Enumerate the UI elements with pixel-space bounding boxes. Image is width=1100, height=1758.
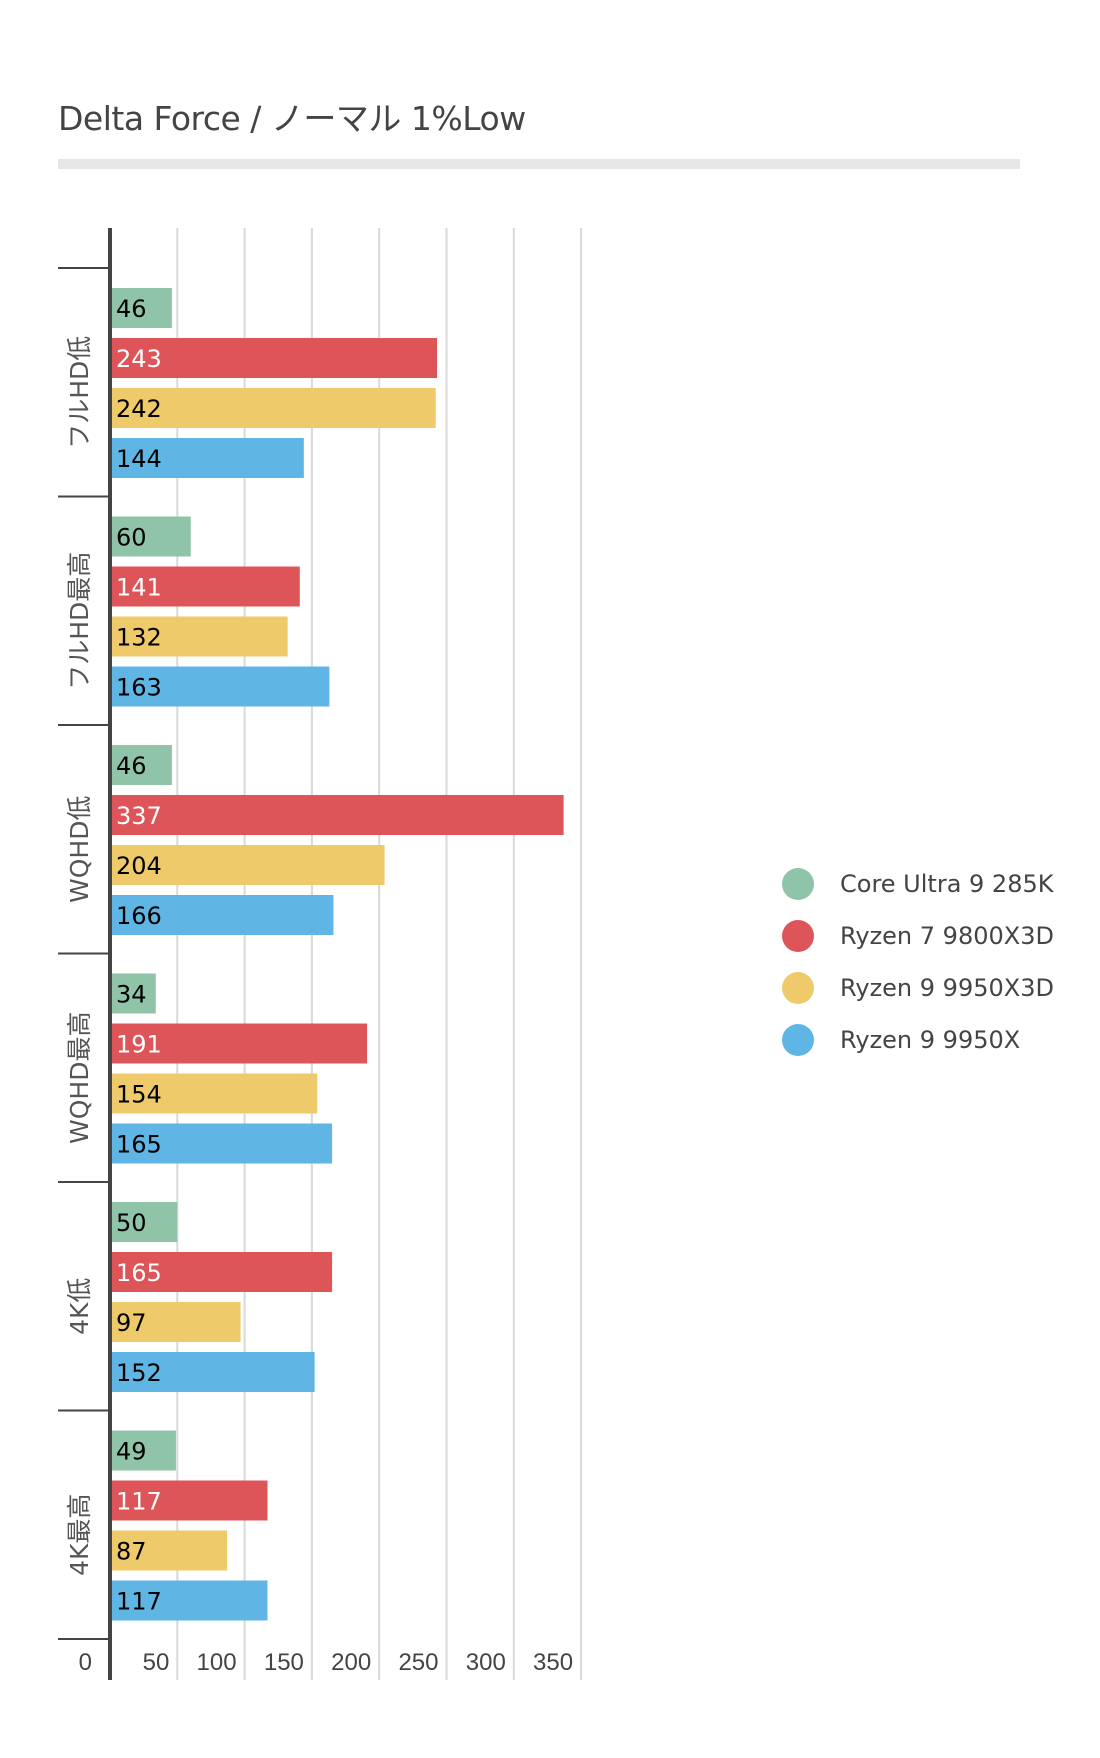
category-label: フルHD低 xyxy=(65,336,94,449)
bar xyxy=(110,1023,368,1064)
bar-value-label: 166 xyxy=(116,902,162,930)
bar-value-label: 165 xyxy=(116,1259,162,1287)
bar xyxy=(110,1252,333,1292)
axes xyxy=(58,228,112,1680)
category-label: WQHD低 xyxy=(65,796,94,903)
bar xyxy=(110,1430,176,1471)
category-label: フルHD最高 xyxy=(65,552,94,690)
bar-value-label: 132 xyxy=(116,624,162,652)
bar xyxy=(110,1202,178,1242)
bar-value-label: 243 xyxy=(116,345,162,373)
bar xyxy=(110,566,300,607)
x-tick-label: 300 xyxy=(466,1649,506,1676)
category-label: 4K最高 xyxy=(65,1494,94,1576)
bar xyxy=(110,1123,333,1164)
labels: 0 50 100 150 200 250 300 350 46 243 242 144 フルHD低 60 1… xyxy=(65,295,573,1676)
bar-value-label: 34 xyxy=(116,981,147,1009)
bar xyxy=(110,1352,315,1392)
x-tick-label: 200 xyxy=(331,1649,371,1676)
bar-value-label: 60 xyxy=(116,524,147,552)
legend-item: Core Ultra 9 285K xyxy=(782,858,1054,910)
legend-swatch-icon xyxy=(782,1024,814,1056)
bar-value-label: 191 xyxy=(116,1031,162,1059)
bar xyxy=(110,516,191,557)
bar-value-label: 49 xyxy=(116,1438,147,1466)
legend-label: Ryzen 7 9800X3D xyxy=(840,922,1054,950)
title-divider xyxy=(58,159,1020,169)
bar-value-label: 154 xyxy=(116,1081,162,1109)
legend-label: Ryzen 9 9950X xyxy=(840,1026,1021,1054)
bar-value-label: 50 xyxy=(116,1209,147,1237)
bar-value-label: 163 xyxy=(116,674,162,702)
legend-item: Ryzen 9 9950X3D xyxy=(782,962,1054,1014)
bar-value-label: 152 xyxy=(116,1359,162,1387)
bar xyxy=(110,1530,228,1571)
bar-value-label: 117 xyxy=(116,1588,162,1616)
bar xyxy=(110,288,172,328)
bar xyxy=(110,1073,318,1114)
bar xyxy=(110,845,385,885)
bar-value-label: 97 xyxy=(116,1309,147,1337)
bar xyxy=(110,795,564,835)
bar xyxy=(110,745,172,785)
bar xyxy=(110,1480,268,1521)
legend-swatch-icon xyxy=(782,868,814,900)
bar xyxy=(110,1580,268,1621)
x-tick-label: 350 xyxy=(533,1649,573,1676)
x-tick-label: 100 xyxy=(197,1649,237,1676)
legend-label: Core Ultra 9 285K xyxy=(840,870,1054,898)
bar xyxy=(110,895,334,935)
x-tick-label: 150 xyxy=(264,1649,304,1676)
category-label: WQHD最高 xyxy=(65,1012,94,1144)
bar xyxy=(110,388,436,428)
bar-value-label: 337 xyxy=(116,802,162,830)
bar-value-label: 165 xyxy=(116,1131,162,1159)
bar xyxy=(110,616,288,657)
x-tick-label: 0 xyxy=(79,1649,92,1676)
bar-value-label: 46 xyxy=(116,752,147,780)
bar xyxy=(110,973,156,1014)
legend-label: Ryzen 9 9950X3D xyxy=(840,974,1054,1002)
legend-item: Ryzen 9 9950X xyxy=(782,1014,1054,1066)
bars xyxy=(110,288,564,1621)
legend: Core Ultra 9 285K Ryzen 7 9800X3D Ryzen 9 … xyxy=(782,858,1054,1066)
legend-item: Ryzen 7 9800X3D xyxy=(782,910,1054,962)
bar xyxy=(110,1302,241,1342)
x-tick-label: 50 xyxy=(143,1649,170,1676)
category-label: 4K低 xyxy=(65,1278,94,1335)
bar-value-label: 87 xyxy=(116,1538,147,1566)
legend-swatch-icon xyxy=(782,972,814,1004)
bar xyxy=(110,338,438,378)
bar-value-label: 242 xyxy=(116,395,162,423)
bar xyxy=(110,666,330,707)
bar-value-label: 117 xyxy=(116,1488,162,1516)
chart-title: Delta Force / ノーマル 1%Low xyxy=(58,99,526,138)
x-tick-label: 250 xyxy=(398,1649,438,1676)
bar-value-label: 204 xyxy=(116,852,162,880)
bar-value-label: 144 xyxy=(116,445,162,473)
legend-swatch-icon xyxy=(782,920,814,952)
bar xyxy=(110,438,304,478)
bar-value-label: 46 xyxy=(116,295,147,323)
bar-value-label: 141 xyxy=(116,574,162,602)
